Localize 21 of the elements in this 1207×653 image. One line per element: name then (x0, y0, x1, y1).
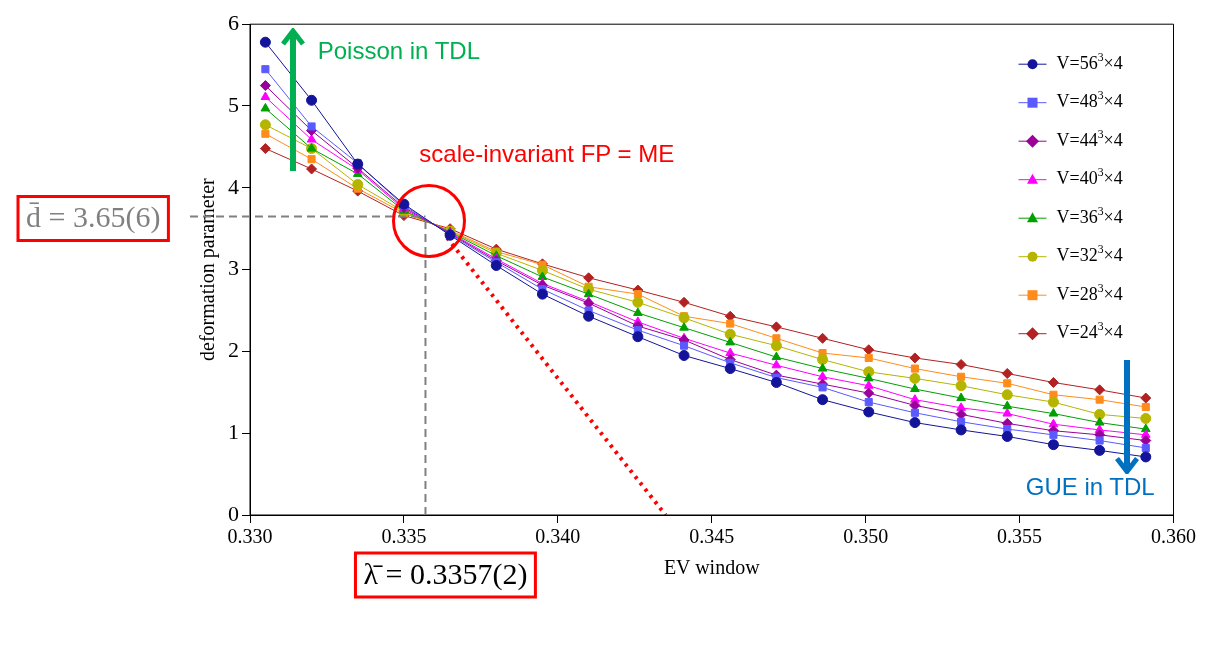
annotation: Poisson in TDL (317, 37, 481, 65)
x-tick-label: 0.360 (1151, 525, 1196, 548)
x-tick-label: 0.355 (997, 525, 1043, 548)
y-tick-label: 4 (228, 173, 239, 199)
ref-line-label: d̄ = 3.65(6) (26, 200, 161, 235)
y-tick-label: 0 (228, 500, 239, 526)
y-tick-label: 3 (228, 255, 239, 281)
x-tick-label: 0.330 (227, 525, 273, 548)
annotation: scale-invariant FP = ME (419, 139, 675, 167)
y-tick-label: 6 (228, 9, 239, 35)
y-tick-label: 1 (228, 418, 239, 444)
ref-line-label: λ̄ = 0.3357(2) (363, 556, 528, 591)
y-tick-label: 5 (228, 91, 239, 117)
annotation: GUE in TDL (1025, 473, 1155, 501)
y-tick-label: 2 (228, 337, 239, 363)
x-tick-label: 0.350 (843, 525, 889, 548)
x-axis-title: EV window (663, 556, 761, 579)
x-tick-label: 0.335 (381, 525, 427, 548)
x-tick-label: 0.345 (689, 525, 735, 548)
y-axis-title: deformation parameter (196, 177, 220, 361)
x-tick-label: 0.340 (535, 525, 581, 548)
